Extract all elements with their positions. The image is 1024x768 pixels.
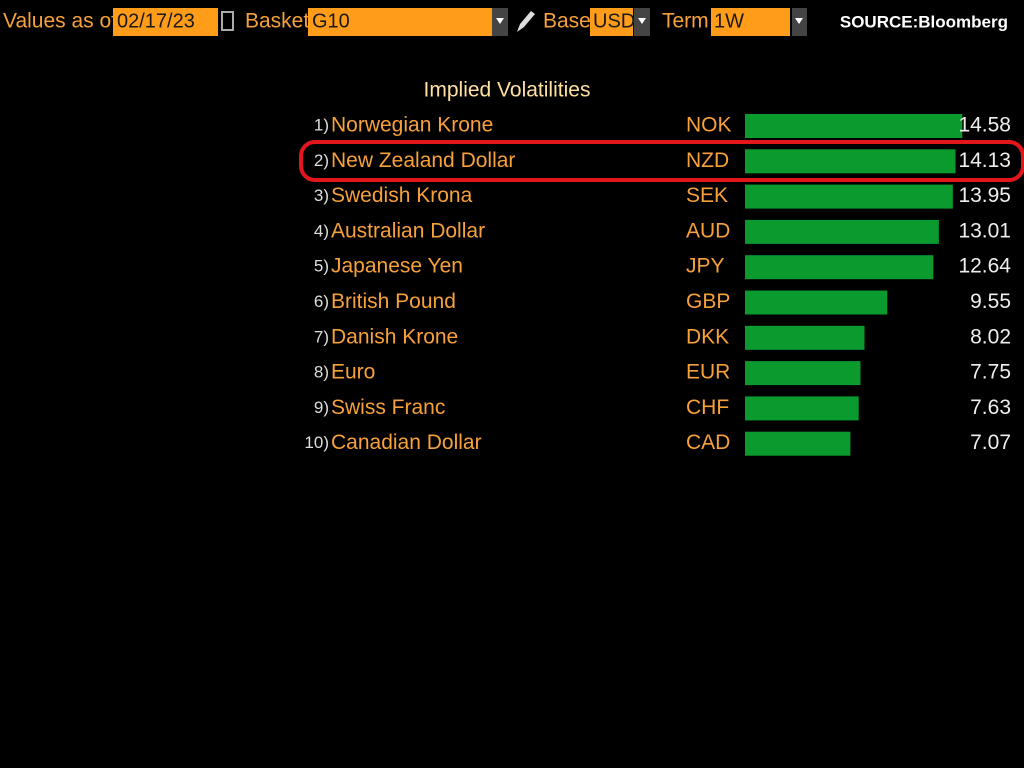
basket-field[interactable] [308,8,492,36]
basket-label: Basket [245,10,309,33]
rank: 1) [314,115,329,134]
dropdown-arrow [638,18,646,24]
rank: 10) [304,433,329,452]
currency-name: Swedish Krona [331,184,473,207]
currency-code: GBP [686,290,730,313]
value-label: 14.13 [958,149,1011,172]
calendar-icon[interactable] [221,11,234,31]
bar [745,184,953,209]
base-field[interactable] [590,8,633,36]
currency-code: CAD [686,431,730,454]
value-label: 13.95 [958,184,1011,207]
rank: 7) [314,327,329,346]
rank: 8) [314,363,329,382]
values-label: Values as of [3,10,117,33]
currency-name: Australian Dollar [331,219,485,242]
term-field[interactable] [711,8,790,36]
value-label: 7.07 [970,431,1011,454]
edit-icon[interactable] [517,11,535,32]
bar [745,361,861,386]
currency-name: Euro [331,361,375,384]
bar [745,290,888,315]
rank: 4) [314,221,329,240]
term-label: Term [662,10,709,33]
dropdown-arrow [795,18,803,24]
value-label: 7.63 [970,396,1011,419]
rank: 2) [314,151,329,170]
bar [745,396,859,421]
date-field[interactable] [113,8,218,36]
currency-name: Japanese Yen [331,255,463,278]
basket-value[interactable]: G10 [312,10,350,32]
highlight [299,140,1024,182]
currency-name: Danish Krone [331,325,458,348]
currency-code: AUD [686,219,730,242]
currency-name: British Pound [331,290,456,313]
currency-name: Norwegian Krone [331,114,493,137]
date-value[interactable]: 02/17/23 [117,10,195,32]
bar [745,114,963,138]
currency-code: DKK [686,325,729,348]
currency-name: Canadian Dollar [331,431,482,454]
currency-code: EUR [686,361,730,384]
rank: 3) [314,186,329,205]
dropdown-arrow [496,18,504,24]
rank: 5) [314,257,329,276]
bar [745,431,851,456]
base-value[interactable]: USD [593,10,635,32]
value-label: 9.55 [970,290,1011,313]
bar [745,149,956,174]
value-label: 7.75 [970,361,1011,384]
value-label: 12.64 [958,255,1011,278]
base-label: Base [543,10,591,33]
currency-code: NZD [686,149,729,172]
currency-name: Swiss Franc [331,396,445,419]
value-label: 8.02 [970,325,1011,348]
chart-title: Implied Volatilities [424,79,591,102]
bar [745,255,934,280]
currency-code: NOK [686,114,732,137]
currency-code: JPY [686,255,725,278]
term-value[interactable]: 1W [714,10,744,32]
source: SOURCE:Bloomberg [840,12,1008,31]
bar [745,219,939,244]
rank: 6) [314,292,329,311]
bar [745,325,865,350]
currency-code: CHF [686,396,729,419]
currency-name: New Zealand Dollar [331,149,515,172]
value-label: 14.58 [958,114,1011,137]
currency-code: SEK [686,184,728,207]
value-label: 13.01 [958,219,1011,242]
rank: 9) [314,398,329,417]
